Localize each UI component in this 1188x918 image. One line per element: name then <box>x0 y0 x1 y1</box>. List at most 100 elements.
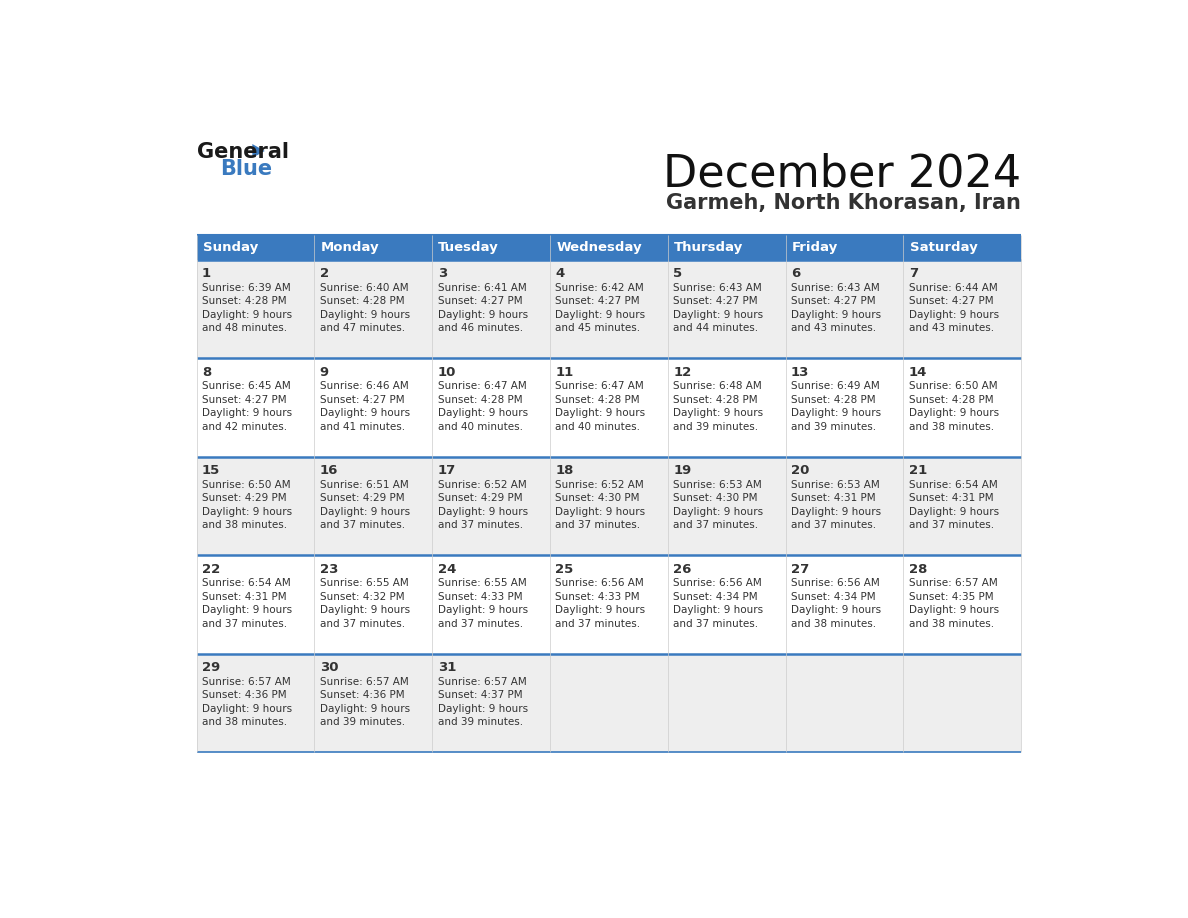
Polygon shape <box>252 144 265 158</box>
Text: Sunset: 4:35 PM: Sunset: 4:35 PM <box>909 592 993 602</box>
Text: Tuesday: Tuesday <box>438 241 499 253</box>
Text: Thursday: Thursday <box>674 241 744 253</box>
Text: Daylight: 9 hours: Daylight: 9 hours <box>674 507 764 517</box>
Text: and 37 minutes.: and 37 minutes. <box>791 521 876 531</box>
Text: 3: 3 <box>437 267 447 280</box>
Text: Daylight: 9 hours: Daylight: 9 hours <box>909 605 999 615</box>
Text: Sunset: 4:31 PM: Sunset: 4:31 PM <box>909 493 993 503</box>
Text: General: General <box>196 142 289 162</box>
Text: 27: 27 <box>791 563 809 576</box>
Text: Daylight: 9 hours: Daylight: 9 hours <box>791 409 881 419</box>
Text: Daylight: 9 hours: Daylight: 9 hours <box>320 704 410 714</box>
Text: Daylight: 9 hours: Daylight: 9 hours <box>674 605 764 615</box>
Text: Sunset: 4:28 PM: Sunset: 4:28 PM <box>909 395 993 405</box>
Text: and 37 minutes.: and 37 minutes. <box>674 521 758 531</box>
Text: Daylight: 9 hours: Daylight: 9 hours <box>320 605 410 615</box>
Text: Sunrise: 6:52 AM: Sunrise: 6:52 AM <box>437 480 526 490</box>
Text: Sunset: 4:27 PM: Sunset: 4:27 PM <box>320 395 404 405</box>
Text: Daylight: 9 hours: Daylight: 9 hours <box>202 704 292 714</box>
Text: 1: 1 <box>202 267 211 280</box>
Text: Wednesday: Wednesday <box>556 241 642 253</box>
Text: Daylight: 9 hours: Daylight: 9 hours <box>320 309 410 319</box>
Text: Sunset: 4:27 PM: Sunset: 4:27 PM <box>674 297 758 306</box>
Text: Sunset: 4:34 PM: Sunset: 4:34 PM <box>674 592 758 602</box>
Text: 22: 22 <box>202 563 220 576</box>
Text: Sunset: 4:36 PM: Sunset: 4:36 PM <box>320 690 404 700</box>
Text: Sunset: 4:37 PM: Sunset: 4:37 PM <box>437 690 523 700</box>
Text: Sunset: 4:30 PM: Sunset: 4:30 PM <box>555 493 640 503</box>
Text: Sunrise: 6:40 AM: Sunrise: 6:40 AM <box>320 283 409 293</box>
Text: Sunset: 4:27 PM: Sunset: 4:27 PM <box>202 395 286 405</box>
Text: Daylight: 9 hours: Daylight: 9 hours <box>202 605 292 615</box>
Text: Daylight: 9 hours: Daylight: 9 hours <box>909 409 999 419</box>
Text: Sunset: 4:28 PM: Sunset: 4:28 PM <box>202 297 286 306</box>
Text: Sunrise: 6:41 AM: Sunrise: 6:41 AM <box>437 283 526 293</box>
Bar <box>196 260 1022 358</box>
Text: and 38 minutes.: and 38 minutes. <box>791 619 876 629</box>
Text: and 37 minutes.: and 37 minutes. <box>202 619 287 629</box>
Text: Saturday: Saturday <box>910 241 978 253</box>
Text: Sunset: 4:27 PM: Sunset: 4:27 PM <box>555 297 640 306</box>
Text: Daylight: 9 hours: Daylight: 9 hours <box>320 409 410 419</box>
Text: 19: 19 <box>674 465 691 477</box>
Text: Garmeh, North Khorasan, Iran: Garmeh, North Khorasan, Iran <box>666 194 1022 213</box>
Text: Sunset: 4:29 PM: Sunset: 4:29 PM <box>437 493 523 503</box>
Text: 25: 25 <box>555 563 574 576</box>
Text: Sunrise: 6:47 AM: Sunrise: 6:47 AM <box>437 381 526 391</box>
Text: Daylight: 9 hours: Daylight: 9 hours <box>674 309 764 319</box>
Text: Sunset: 4:28 PM: Sunset: 4:28 PM <box>437 395 523 405</box>
Text: 17: 17 <box>437 465 456 477</box>
Text: Sunset: 4:27 PM: Sunset: 4:27 PM <box>909 297 993 306</box>
Text: Sunset: 4:31 PM: Sunset: 4:31 PM <box>791 493 876 503</box>
Text: 7: 7 <box>909 267 918 280</box>
Text: Sunrise: 6:56 AM: Sunrise: 6:56 AM <box>674 578 762 588</box>
Bar <box>196 654 1022 753</box>
Text: Sunrise: 6:57 AM: Sunrise: 6:57 AM <box>202 677 291 687</box>
Text: 15: 15 <box>202 465 220 477</box>
Text: Sunrise: 6:48 AM: Sunrise: 6:48 AM <box>674 381 762 391</box>
Text: 6: 6 <box>791 267 801 280</box>
Text: Sunset: 4:27 PM: Sunset: 4:27 PM <box>437 297 523 306</box>
Text: Sunrise: 6:57 AM: Sunrise: 6:57 AM <box>437 677 526 687</box>
Text: and 42 minutes.: and 42 minutes. <box>202 421 287 431</box>
Text: Daylight: 9 hours: Daylight: 9 hours <box>555 605 645 615</box>
Text: Daylight: 9 hours: Daylight: 9 hours <box>202 309 292 319</box>
Text: and 45 minutes.: and 45 minutes. <box>555 323 640 333</box>
Text: Daylight: 9 hours: Daylight: 9 hours <box>555 309 645 319</box>
Text: Blue: Blue <box>220 160 272 179</box>
Text: and 41 minutes.: and 41 minutes. <box>320 421 405 431</box>
Text: and 39 minutes.: and 39 minutes. <box>791 421 876 431</box>
Text: and 38 minutes.: and 38 minutes. <box>909 421 994 431</box>
Text: 26: 26 <box>674 563 691 576</box>
Text: and 39 minutes.: and 39 minutes. <box>674 421 758 431</box>
Text: and 46 minutes.: and 46 minutes. <box>437 323 523 333</box>
Text: and 37 minutes.: and 37 minutes. <box>437 521 523 531</box>
Text: Sunset: 4:29 PM: Sunset: 4:29 PM <box>320 493 404 503</box>
Text: Sunrise: 6:55 AM: Sunrise: 6:55 AM <box>437 578 526 588</box>
Bar <box>196 358 1022 456</box>
Text: Daylight: 9 hours: Daylight: 9 hours <box>437 704 527 714</box>
Text: Sunrise: 6:52 AM: Sunrise: 6:52 AM <box>555 480 644 490</box>
Text: and 37 minutes.: and 37 minutes. <box>674 619 758 629</box>
Text: Daylight: 9 hours: Daylight: 9 hours <box>437 507 527 517</box>
Text: and 37 minutes.: and 37 minutes. <box>555 521 640 531</box>
Text: Daylight: 9 hours: Daylight: 9 hours <box>555 409 645 419</box>
Bar <box>196 555 1022 654</box>
Text: Sunrise: 6:51 AM: Sunrise: 6:51 AM <box>320 480 409 490</box>
Text: Sunset: 4:28 PM: Sunset: 4:28 PM <box>555 395 640 405</box>
Text: 9: 9 <box>320 365 329 379</box>
Text: Monday: Monday <box>321 241 379 253</box>
Text: Sunset: 4:30 PM: Sunset: 4:30 PM <box>674 493 758 503</box>
Text: Daylight: 9 hours: Daylight: 9 hours <box>437 409 527 419</box>
Text: Daylight: 9 hours: Daylight: 9 hours <box>674 409 764 419</box>
Text: 29: 29 <box>202 662 220 675</box>
Text: 30: 30 <box>320 662 339 675</box>
Text: and 37 minutes.: and 37 minutes. <box>555 619 640 629</box>
Text: Sunset: 4:28 PM: Sunset: 4:28 PM <box>320 297 404 306</box>
Text: and 43 minutes.: and 43 minutes. <box>909 323 994 333</box>
Text: and 37 minutes.: and 37 minutes. <box>909 521 994 531</box>
Text: and 38 minutes.: and 38 minutes. <box>909 619 994 629</box>
Text: Daylight: 9 hours: Daylight: 9 hours <box>555 507 645 517</box>
Text: Sunset: 4:27 PM: Sunset: 4:27 PM <box>791 297 876 306</box>
Text: Sunrise: 6:49 AM: Sunrise: 6:49 AM <box>791 381 880 391</box>
